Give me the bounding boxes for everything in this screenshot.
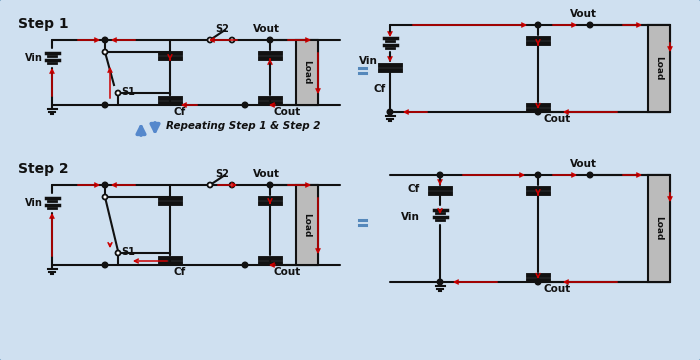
Circle shape [267, 182, 273, 188]
Circle shape [116, 90, 120, 95]
Text: Vout: Vout [570, 159, 597, 169]
Circle shape [207, 183, 213, 188]
Text: S1: S1 [121, 247, 135, 257]
Text: Load: Load [654, 56, 664, 81]
Bar [296, 185, 318, 265]
Circle shape [438, 279, 443, 285]
Text: Step 2: Step 2 [18, 162, 69, 176]
Text: Vin: Vin [25, 198, 43, 208]
Circle shape [102, 49, 108, 54]
Circle shape [230, 183, 235, 188]
Circle shape [102, 194, 108, 199]
Circle shape [536, 279, 541, 285]
Text: Cf: Cf [407, 184, 420, 194]
Text: Cout: Cout [273, 267, 300, 277]
Circle shape [536, 172, 541, 178]
Text: Step 1: Step 1 [18, 17, 69, 31]
Text: S2: S2 [215, 24, 229, 34]
Text: Cf: Cf [173, 107, 186, 117]
Text: Vout: Vout [253, 24, 280, 34]
Text: Cout: Cout [543, 284, 570, 294]
Circle shape [102, 182, 108, 188]
Circle shape [587, 172, 593, 178]
Circle shape [102, 37, 108, 43]
Circle shape [207, 37, 213, 42]
Text: Load: Load [302, 60, 312, 85]
Text: Cout: Cout [273, 107, 300, 117]
Bar [296, 40, 318, 105]
Text: Cout: Cout [543, 114, 570, 124]
Circle shape [102, 102, 108, 108]
Bar [648, 25, 670, 112]
Text: Load: Load [654, 216, 664, 241]
Text: S2: S2 [215, 169, 229, 179]
Circle shape [536, 109, 541, 115]
Circle shape [230, 37, 235, 42]
Bar [648, 175, 670, 282]
Circle shape [116, 251, 120, 256]
Text: Vin: Vin [359, 56, 378, 66]
Circle shape [536, 22, 541, 28]
Circle shape [102, 262, 108, 268]
Circle shape [438, 172, 443, 178]
Text: Vout: Vout [253, 169, 280, 179]
Text: Vin: Vin [25, 53, 43, 63]
Circle shape [387, 109, 393, 115]
Circle shape [587, 22, 593, 28]
Text: Repeating Step 1 & Step 2: Repeating Step 1 & Step 2 [166, 121, 321, 131]
Circle shape [267, 37, 273, 43]
Text: Cf: Cf [173, 267, 186, 277]
Text: Vin: Vin [401, 212, 420, 222]
Circle shape [242, 262, 248, 268]
Text: Load: Load [302, 213, 312, 237]
Text: Vout: Vout [570, 9, 597, 19]
Text: S1: S1 [121, 87, 135, 97]
Text: Cf: Cf [373, 84, 385, 94]
Circle shape [242, 102, 248, 108]
